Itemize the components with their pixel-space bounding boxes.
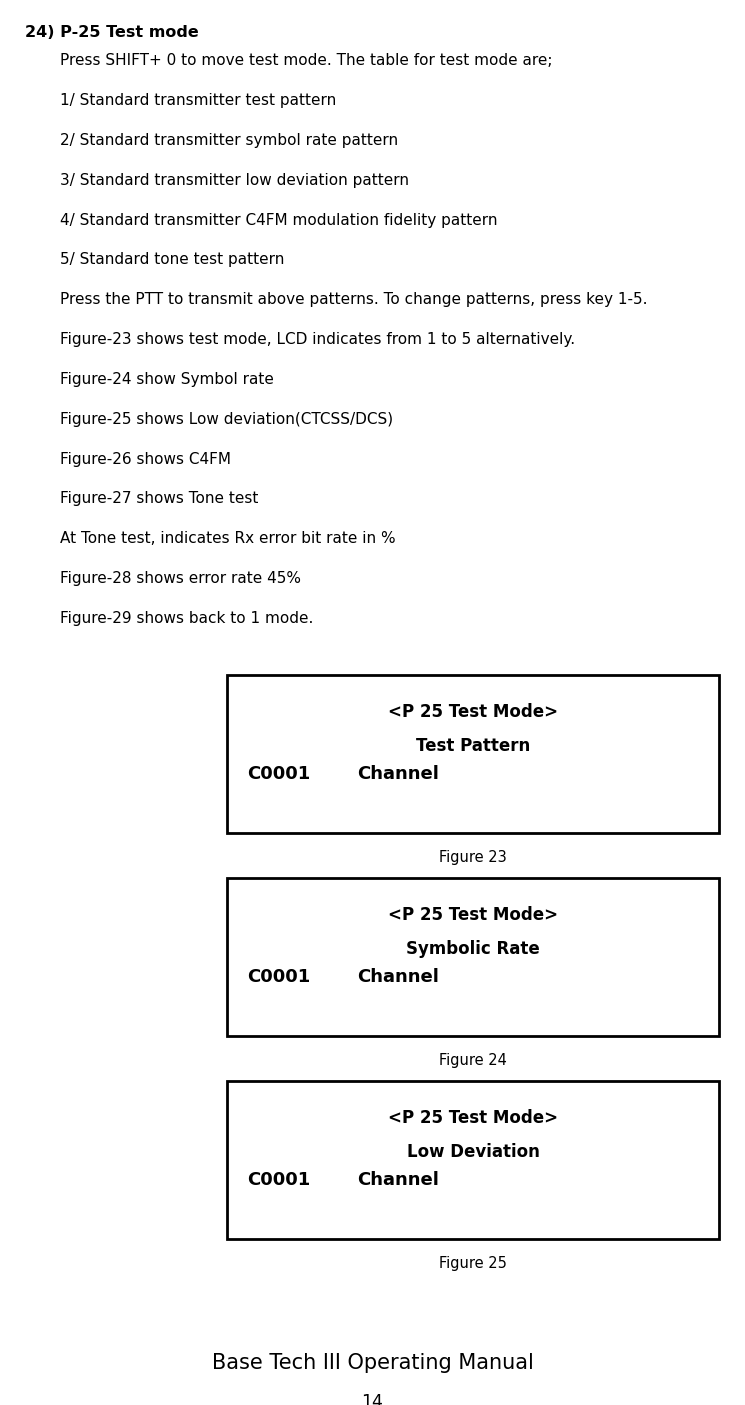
Text: <P 25 Test Mode>: <P 25 Test Mode>: [388, 1109, 558, 1127]
Text: Channel: Channel: [357, 968, 439, 986]
Text: 14: 14: [361, 1392, 384, 1405]
Text: Figure-29 shows back to 1 mode.: Figure-29 shows back to 1 mode.: [60, 611, 314, 625]
Bar: [227, 1080, 719, 1239]
Text: Press SHIFT+ 0 to move test mode. The table for test mode are;: Press SHIFT+ 0 to move test mode. The ta…: [60, 53, 553, 69]
Text: Figure 25: Figure 25: [439, 1256, 507, 1272]
Bar: [227, 878, 719, 1035]
Text: At Tone test, indicates Rx error bit rate in %: At Tone test, indicates Rx error bit rat…: [60, 531, 396, 547]
Text: 4/ Standard transmitter C4FM modulation fidelity pattern: 4/ Standard transmitter C4FM modulation …: [60, 212, 498, 228]
Text: 2/ Standard transmitter symbol rate pattern: 2/ Standard transmitter symbol rate patt…: [60, 133, 398, 148]
Text: 24) P-25 Test mode: 24) P-25 Test mode: [25, 25, 199, 41]
Text: Figure-23 shows test mode, LCD indicates from 1 to 5 alternatively.: Figure-23 shows test mode, LCD indicates…: [60, 332, 575, 347]
Bar: [227, 674, 719, 833]
Text: <P 25 Test Mode>: <P 25 Test Mode>: [388, 702, 558, 721]
Text: Figure-25 shows Low deviation(CTCSS/DCS): Figure-25 shows Low deviation(CTCSS/DCS): [60, 412, 393, 427]
Text: C0001: C0001: [247, 968, 311, 986]
Text: C0001: C0001: [247, 766, 311, 783]
Text: 1/ Standard transmitter test pattern: 1/ Standard transmitter test pattern: [60, 93, 336, 108]
Text: Figure-28 shows error rate 45%: Figure-28 shows error rate 45%: [60, 570, 301, 586]
Text: Symbolic Rate: Symbolic Rate: [406, 940, 540, 958]
Text: Test Pattern: Test Pattern: [416, 738, 530, 754]
Text: Press the PTT to transmit above patterns. To change patterns, press key 1-5.: Press the PTT to transmit above patterns…: [60, 292, 647, 308]
Text: Figure 24: Figure 24: [439, 1052, 507, 1068]
Text: <P 25 Test Mode>: <P 25 Test Mode>: [388, 906, 558, 924]
Text: Figure-24 show Symbol rate: Figure-24 show Symbol rate: [60, 372, 274, 386]
Text: Figure 23: Figure 23: [440, 850, 507, 865]
Text: C0001: C0001: [247, 1170, 311, 1189]
Text: Channel: Channel: [357, 1170, 439, 1189]
Text: Figure-27 shows Tone test: Figure-27 shows Tone test: [60, 492, 259, 506]
Text: Base Tech III Operating Manual: Base Tech III Operating Manual: [212, 1353, 533, 1373]
Text: 3/ Standard transmitter low deviation pattern: 3/ Standard transmitter low deviation pa…: [60, 173, 409, 188]
Text: Low Deviation: Low Deviation: [407, 1144, 539, 1161]
Text: 5/ Standard tone test pattern: 5/ Standard tone test pattern: [60, 253, 285, 267]
Text: Figure-26 shows C4FM: Figure-26 shows C4FM: [60, 451, 231, 466]
Text: Channel: Channel: [357, 766, 439, 783]
